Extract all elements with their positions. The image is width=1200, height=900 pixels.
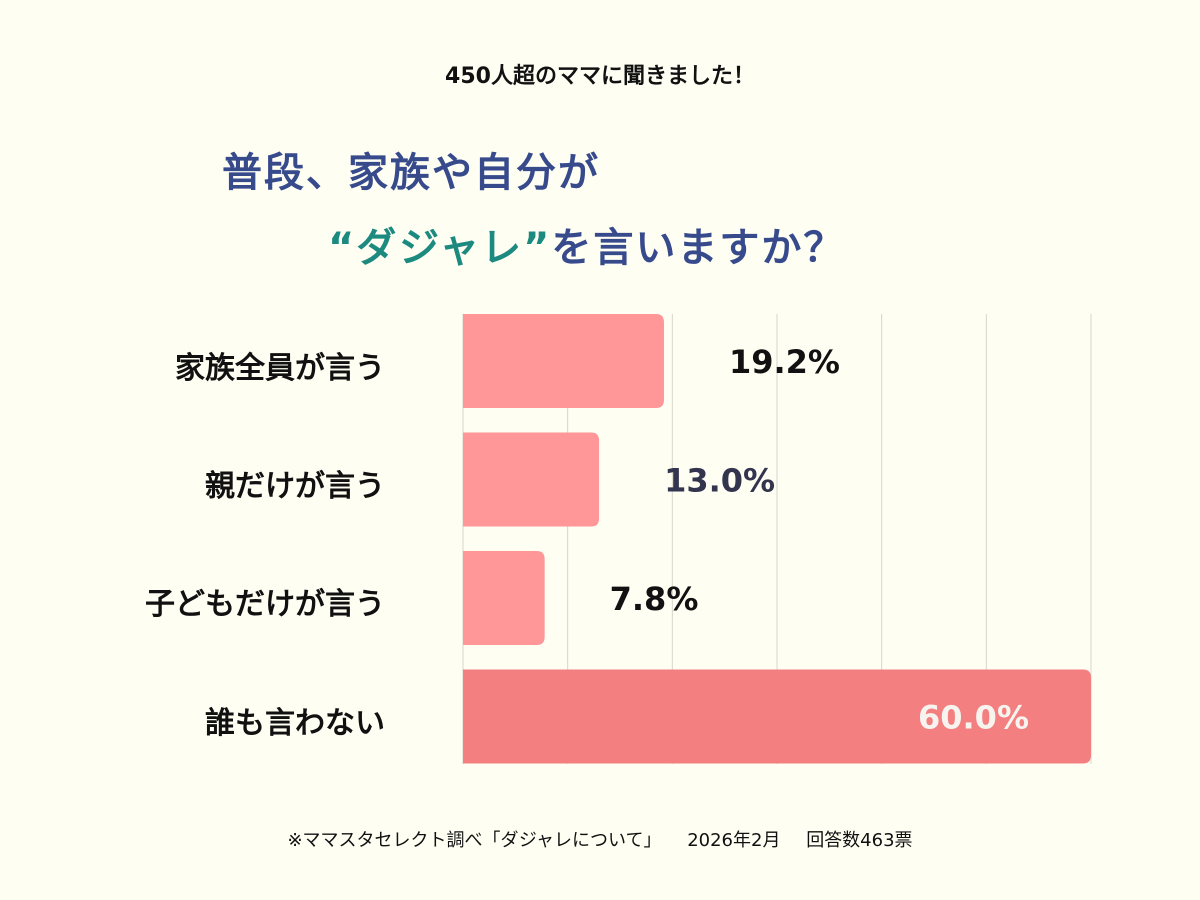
data-label: 13.0% [664, 462, 775, 500]
bar [463, 551, 545, 645]
category-label: 家族全員が言う [175, 351, 385, 386]
bar [463, 432, 600, 527]
response-count: 回答数463票 [806, 830, 913, 851]
data-label: 60.0% [918, 699, 1029, 737]
title-line-1: 普段、家族や自分が [222, 150, 600, 196]
data-label: 19.2% [729, 343, 840, 381]
footer: ※ママスタセレクト調べ「ダジャレについて」 2026年2月 回答数463票 [0, 826, 1200, 852]
bar [463, 669, 1091, 764]
bar [463, 314, 664, 408]
source-note: ※ママスタセレクト調べ「ダジャレについて」 [287, 830, 662, 851]
category-label: 子どもだけが言う [145, 587, 385, 622]
category-label: 親だけが言う [205, 469, 385, 504]
title-highlight: “ダジャレ” [328, 225, 552, 271]
subtitle: 450人超のママに聞きました！ [445, 64, 755, 89]
survey-date: 2026年2月 [687, 830, 781, 851]
title-line-2: “ダジャレ”を言いますか？ [328, 215, 845, 273]
data-label: 7.8% [610, 580, 699, 618]
category-label: 誰も言わない [205, 706, 385, 741]
title-rest: を言いますか？ [551, 225, 846, 271]
